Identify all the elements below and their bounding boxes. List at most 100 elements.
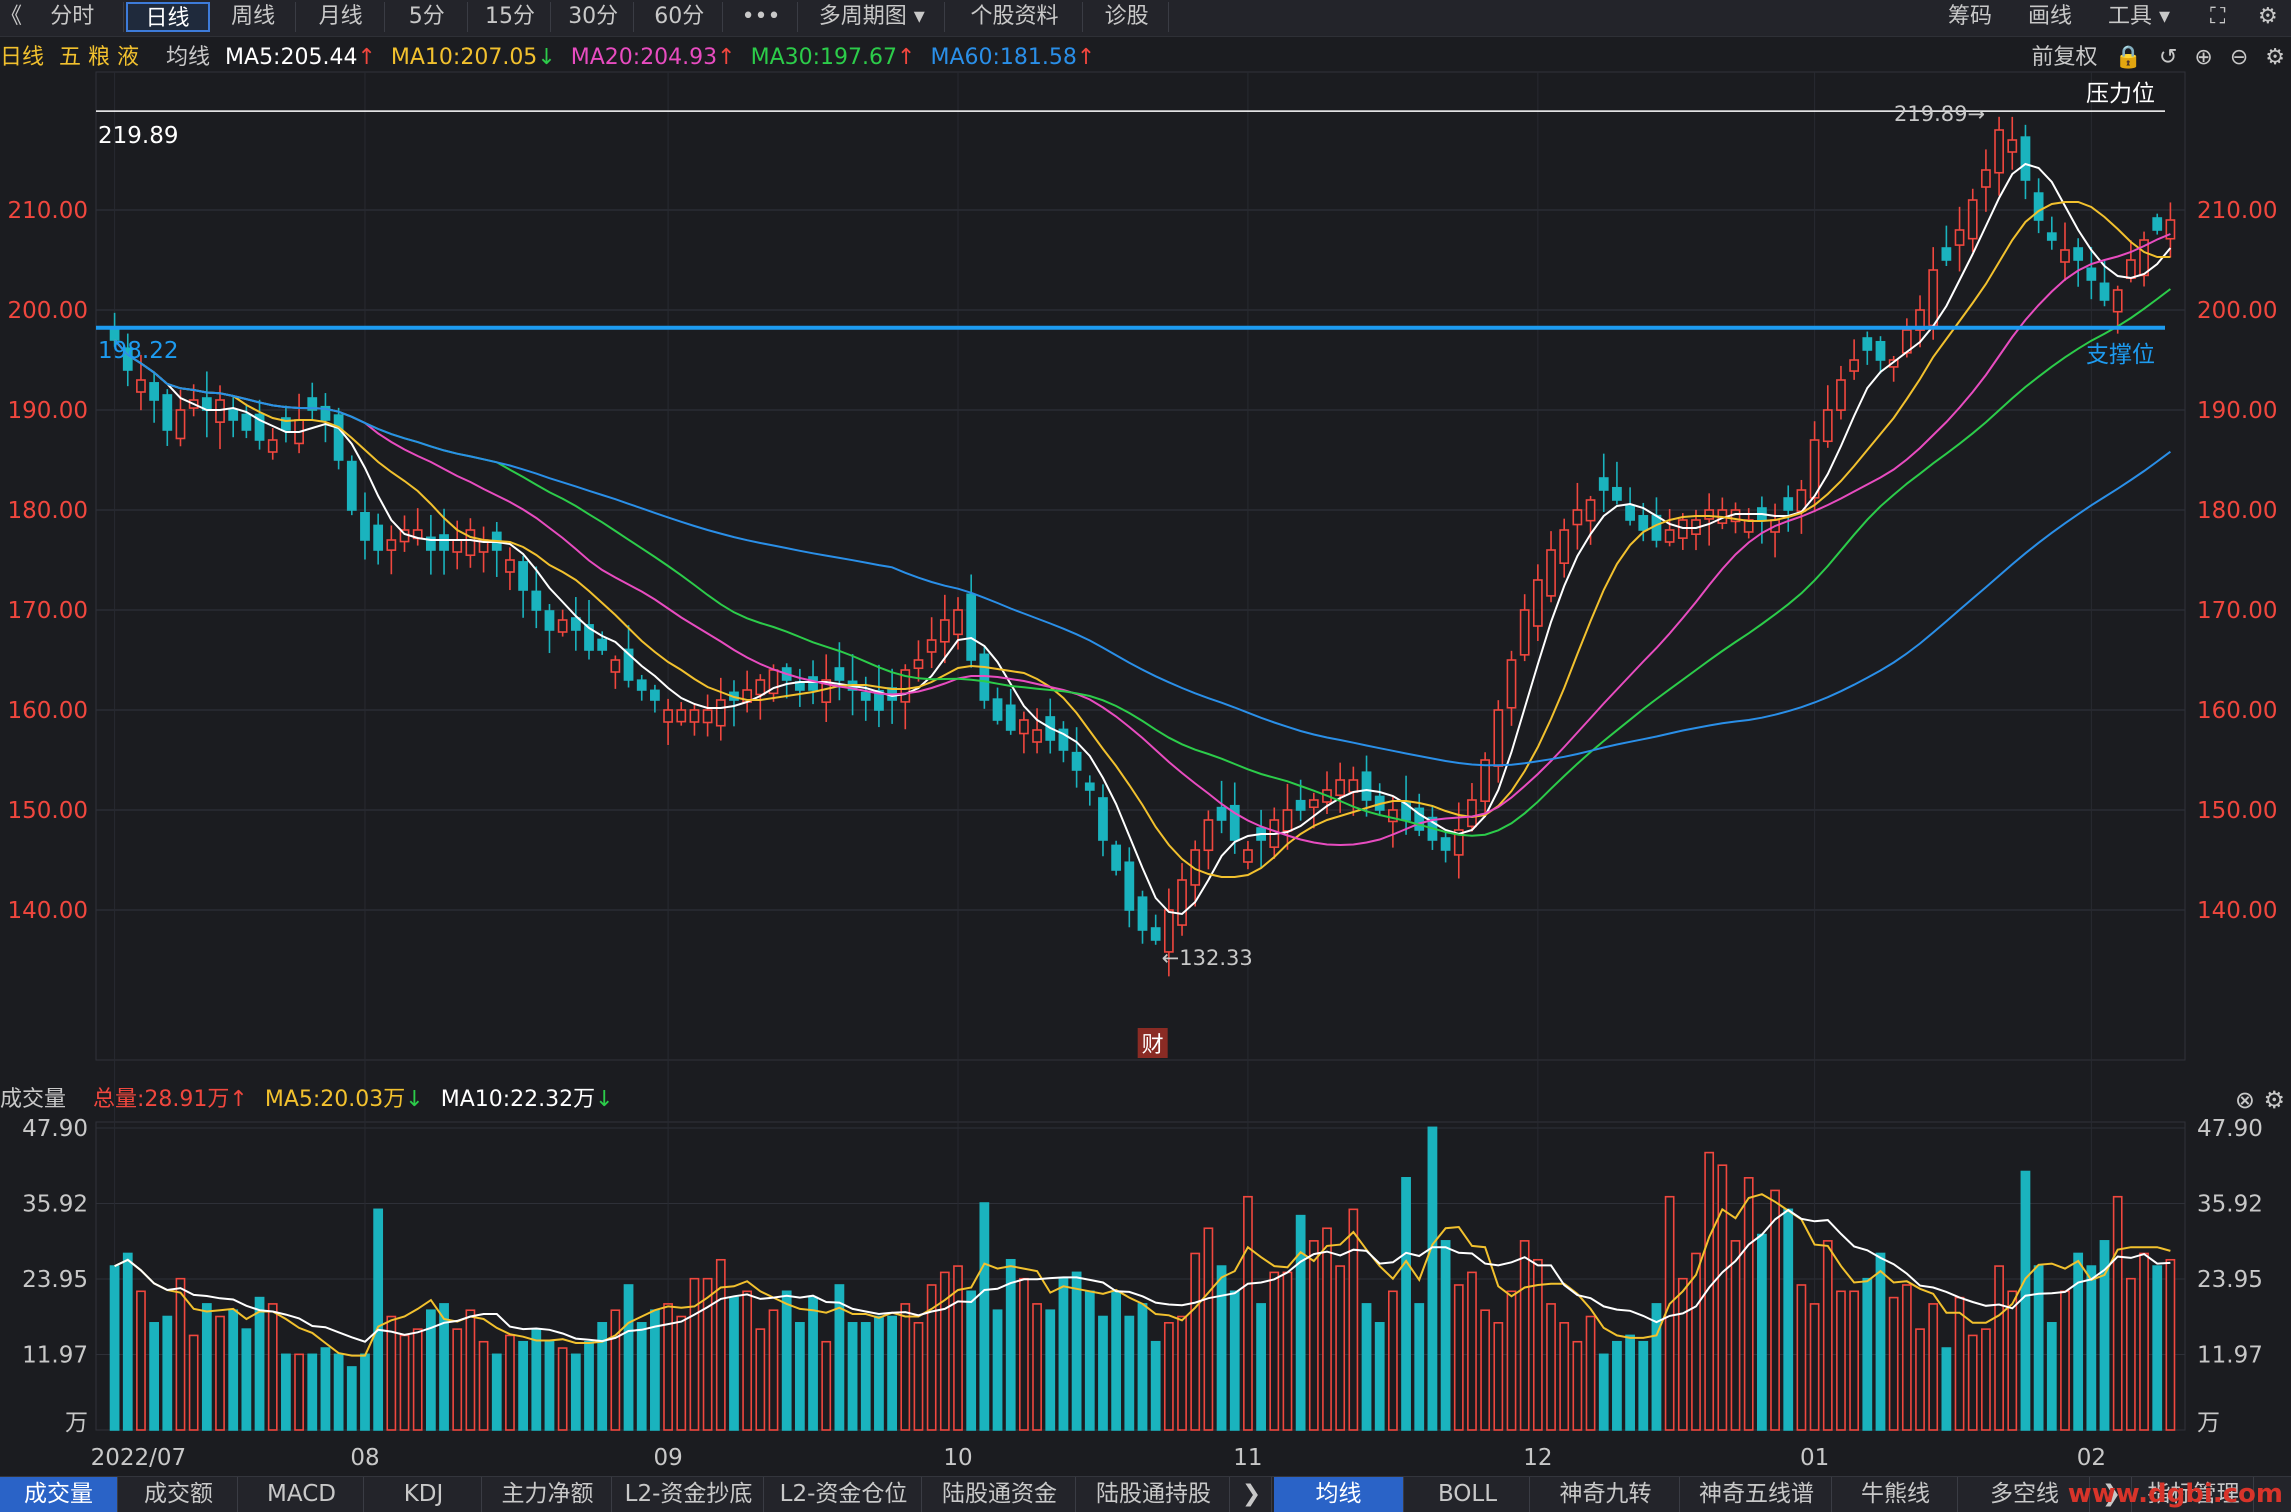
period-tab-11[interactable]: 诊股: [1085, 2, 1170, 32]
indicator-tab-5[interactable]: L2-资金抄底: [614, 1477, 764, 1512]
fullscreen-icon[interactable]: ⛶: [2210, 4, 2226, 29]
date-tick: 12: [1523, 1445, 1552, 1471]
indicator-tab-12[interactable]: 神奇九转: [1532, 1477, 1680, 1512]
zoom-in-icon[interactable]: ⊕: [2194, 45, 2213, 70]
candle-body: [926, 639, 937, 653]
zoom-out-icon[interactable]: ⊖: [2229, 45, 2249, 70]
volume-bar: [610, 1309, 621, 1431]
volume-settings-icon[interactable]: ⚙: [2263, 1086, 2285, 1114]
period-tab-2[interactable]: 周线: [212, 2, 296, 32]
date-tick: 01: [1800, 1445, 1829, 1471]
volume-bar: [1612, 1340, 1622, 1431]
volume-bar: [228, 1309, 239, 1431]
volume-bar: [2139, 1252, 2149, 1431]
candle-body: [2007, 139, 2018, 153]
volume-bar: [1440, 1240, 1451, 1431]
indicator-tab-3[interactable]: KDJ: [366, 1477, 482, 1512]
volume-bar: [1717, 1164, 1728, 1431]
candle-body: [281, 417, 291, 431]
volume-bar: [149, 1322, 160, 1431]
settings-icon[interactable]: ⚙: [2258, 4, 2278, 29]
candle-body: [2099, 282, 2110, 301]
draw-button[interactable]: 画线: [2028, 4, 2073, 29]
volume-bar: [821, 1340, 832, 1431]
volume-bar: [531, 1328, 542, 1431]
indicator-tab-17[interactable]: 指标管理: [2134, 1477, 2254, 1512]
candle-body: [1915, 309, 1925, 331]
indicator-tab-11[interactable]: BOLL: [1406, 1477, 1530, 1512]
candle-body: [1981, 169, 1991, 188]
lock-icon[interactable]: 🔒: [2114, 45, 2142, 70]
indicator-tab-10[interactable]: 均线: [1274, 1477, 1404, 1512]
period-tab-3[interactable]: 月线: [298, 2, 385, 32]
candle-body: [860, 691, 871, 701]
candle-body: [386, 539, 397, 551]
candle-body: [1638, 515, 1649, 531]
adjust-label[interactable]: 前复权: [2031, 45, 2098, 70]
candle-body: [1809, 439, 1820, 499]
period-tab-4[interactable]: 5分: [387, 2, 468, 32]
back-icon[interactable]: 《: [0, 4, 23, 29]
undo-icon[interactable]: ↺: [2158, 45, 2178, 70]
event-badge[interactable]: [1137, 1028, 1168, 1058]
volume-bar: [1361, 1303, 1372, 1431]
period-tab-0[interactable]: 分时: [22, 2, 124, 32]
indicator-tab-16[interactable]: ❯: [2092, 1477, 2132, 1512]
tools-button[interactable]: 工具 ▾: [2108, 4, 2171, 29]
price-tick-left: 200.00: [8, 298, 88, 324]
indicator-tab-14[interactable]: 牛熊线: [1834, 1477, 1958, 1512]
close-volume-icon[interactable]: ⊗: [2234, 1086, 2255, 1114]
indicator-tab-8[interactable]: 陆股通持股: [1078, 1477, 1230, 1512]
volume-bar: [2099, 1240, 2110, 1431]
period-tab-7[interactable]: 60分: [636, 2, 724, 32]
chips-button[interactable]: 筹码: [1948, 4, 1993, 29]
volume-bar: [2112, 1195, 2123, 1431]
price-tick-left: 190.00: [8, 398, 88, 424]
indicator-tab-13[interactable]: 神奇五线谱: [1682, 1477, 1832, 1512]
candle-body: [307, 397, 318, 411]
candle-body: [1559, 529, 1570, 564]
candle-body: [1467, 799, 1477, 828]
indicator-tab-2[interactable]: MACD: [240, 1477, 364, 1512]
chart-settings-icon[interactable]: ⚙: [2265, 45, 2285, 70]
candle-body: [1664, 529, 1675, 543]
volume-bar: [663, 1303, 673, 1431]
candle-body: [1598, 477, 1609, 491]
volume-bar: [333, 1353, 344, 1431]
candle-body: [1203, 819, 1214, 852]
period-tab-1[interactable]: 日线: [125, 2, 210, 32]
indicator-tab-7[interactable]: 陆股通资金: [924, 1477, 1076, 1512]
ma-label[interactable]: 均线: [166, 45, 211, 70]
indicator-tab-9[interactable]: ❯: [1232, 1477, 1272, 1512]
candle-body: [1704, 509, 1715, 520]
candle-body: [2086, 267, 2097, 281]
indicator-tab-1[interactable]: 成交额: [120, 1477, 238, 1512]
volume-bar: [913, 1322, 924, 1431]
volume-bar: [215, 1315, 225, 1431]
candle-body: [1532, 579, 1543, 627]
volume-bar: [1019, 1277, 1029, 1431]
indicator-tab-0[interactable]: 成交量: [0, 1477, 118, 1512]
candle-body: [966, 593, 977, 661]
period-tab-6[interactable]: 30分: [553, 2, 635, 32]
price-tick-right: 170.00: [2197, 598, 2277, 624]
volume-bar: [715, 1258, 726, 1431]
period-tab-5[interactable]: 15分: [470, 2, 552, 32]
period-tab-8[interactable]: •••: [725, 2, 798, 32]
volume-bar: [1308, 1240, 1319, 1431]
indicator-tab-4[interactable]: 主力净额: [484, 1477, 612, 1512]
volume-bar: [399, 1334, 410, 1431]
period-tab-10[interactable]: 个股资料: [947, 2, 1084, 32]
indicator-tab-6[interactable]: L2-资金仓位: [766, 1477, 922, 1512]
volume-bar: [1374, 1322, 1385, 1431]
indicator-tab-15[interactable]: 多空线: [1960, 1477, 2090, 1512]
volume-bar: [1493, 1322, 1504, 1431]
period-tab-9[interactable]: 多周期图 ▾: [800, 2, 945, 32]
volume-bar: [1256, 1303, 1266, 1431]
volume-bar: [557, 1347, 568, 1431]
volume-bar: [1783, 1208, 1794, 1431]
candle-body: [360, 512, 370, 541]
support-value-label: 198.22: [98, 338, 178, 364]
candle-body: [715, 699, 726, 727]
